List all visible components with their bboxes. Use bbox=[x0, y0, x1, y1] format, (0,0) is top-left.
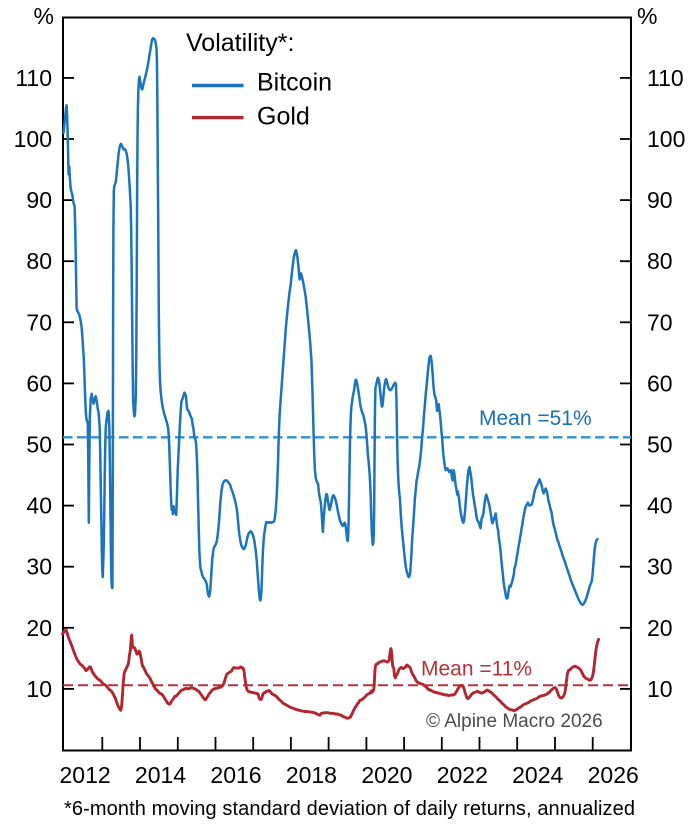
svg-text:Volatility*:: Volatility*: bbox=[186, 29, 294, 57]
svg-text:2014: 2014 bbox=[135, 762, 186, 788]
svg-text:2018: 2018 bbox=[286, 762, 337, 788]
svg-text:2012: 2012 bbox=[60, 762, 111, 788]
svg-text:%: % bbox=[34, 3, 54, 29]
svg-text:2024: 2024 bbox=[512, 762, 563, 788]
svg-text:20: 20 bbox=[647, 615, 673, 641]
svg-text:2026: 2026 bbox=[588, 762, 639, 788]
svg-text:%: % bbox=[637, 3, 657, 29]
svg-text:50: 50 bbox=[647, 432, 673, 458]
svg-text:40: 40 bbox=[26, 493, 52, 519]
svg-text:Mean =11%: Mean =11% bbox=[421, 658, 532, 681]
svg-text:100: 100 bbox=[647, 126, 685, 152]
svg-text:10: 10 bbox=[647, 676, 673, 702]
svg-text:110: 110 bbox=[647, 65, 684, 91]
svg-text:40: 40 bbox=[647, 493, 673, 519]
svg-text:90: 90 bbox=[26, 187, 52, 213]
svg-text:Gold: Gold bbox=[257, 103, 310, 131]
svg-text:60: 60 bbox=[647, 370, 673, 396]
svg-text:© Alpine Macro 2026: © Alpine Macro 2026 bbox=[426, 711, 603, 732]
svg-text:70: 70 bbox=[26, 309, 52, 335]
svg-text:30: 30 bbox=[647, 554, 673, 580]
svg-text:20: 20 bbox=[26, 615, 52, 641]
svg-text:100: 100 bbox=[14, 126, 52, 152]
svg-text:Bitcoin: Bitcoin bbox=[257, 69, 332, 97]
svg-text:90: 90 bbox=[647, 187, 673, 213]
svg-text:*6-month moving standard devia: *6-month moving standard deviation of da… bbox=[64, 798, 635, 820]
svg-text:2020: 2020 bbox=[361, 762, 412, 788]
svg-text:2016: 2016 bbox=[210, 762, 261, 788]
svg-text:Mean =51%: Mean =51% bbox=[479, 407, 592, 430]
svg-text:50: 50 bbox=[26, 432, 52, 458]
svg-text:60: 60 bbox=[26, 370, 52, 396]
svg-text:110: 110 bbox=[15, 65, 52, 91]
svg-text:10: 10 bbox=[26, 676, 52, 702]
svg-text:30: 30 bbox=[26, 554, 52, 580]
svg-text:80: 80 bbox=[647, 248, 673, 274]
svg-text:2022: 2022 bbox=[437, 762, 488, 788]
svg-text:80: 80 bbox=[26, 248, 52, 274]
svg-text:70: 70 bbox=[647, 309, 673, 335]
